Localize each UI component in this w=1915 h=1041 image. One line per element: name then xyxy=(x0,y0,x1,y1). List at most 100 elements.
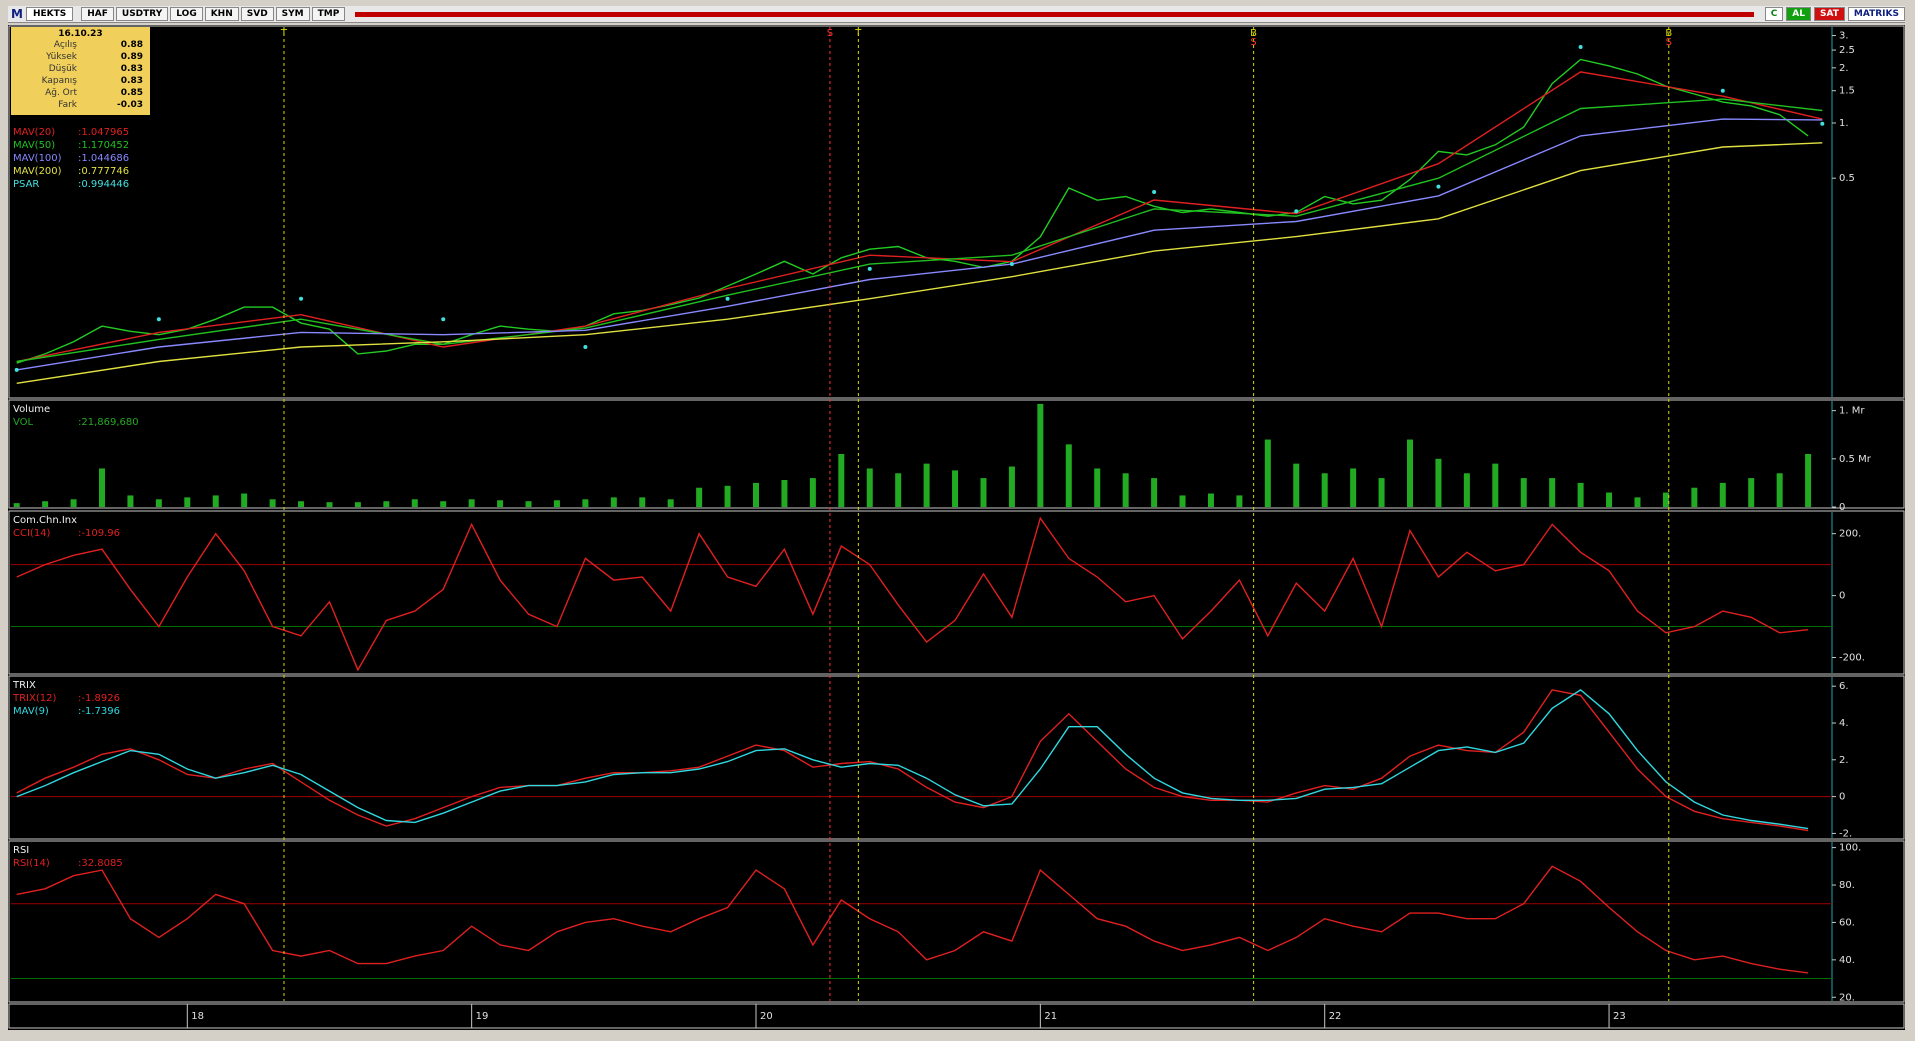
y-tick-label: 3. xyxy=(1839,31,1849,42)
volume-bar xyxy=(1691,487,1698,507)
x-tick-label: 18 xyxy=(191,1011,204,1022)
x-tick-label: 23 xyxy=(1613,1011,1626,1022)
toolbar-button[interactable]: TMP xyxy=(311,7,346,21)
series-line xyxy=(16,689,1809,830)
x-tick-label: 21 xyxy=(1044,1011,1057,1022)
toolbar-buttons: HAF USDTRY LOG KHN SVD SYM TMP xyxy=(81,7,347,21)
signal-sub-label: S xyxy=(1250,37,1256,48)
legend-name: MAV(50) xyxy=(13,140,55,151)
toolbar-button[interactable]: KHN xyxy=(204,7,239,21)
toolbar-button[interactable]: SVD xyxy=(240,7,274,21)
volume-bar xyxy=(1008,466,1015,507)
info-value: 0.85 xyxy=(120,88,143,98)
volume-bar xyxy=(1719,482,1726,507)
toolbar-action[interactable]: C xyxy=(1764,7,1784,21)
series-line xyxy=(16,58,1809,364)
y-tick-label: -200. xyxy=(1839,653,1865,664)
legend-value: :-1.7396 xyxy=(78,706,120,717)
legend-name: RSI(14) xyxy=(13,858,50,869)
panel xyxy=(8,399,1905,509)
series-line xyxy=(16,71,1823,363)
y-tick-label: 1. Mr xyxy=(1839,406,1865,417)
legend-value: :-109.96 xyxy=(78,528,120,539)
volume-bar xyxy=(1179,495,1186,507)
y-tick-label: 2. xyxy=(1839,755,1849,766)
legend-name: MAV(100) xyxy=(13,153,62,164)
volume-bar xyxy=(895,473,902,507)
volume-bar xyxy=(497,500,504,507)
psar-dot xyxy=(1436,184,1441,189)
status-strip xyxy=(355,11,1754,17)
info-row: Yüksek 0.89 xyxy=(11,51,150,63)
info-value: -0.03 xyxy=(117,100,143,110)
psar-dot xyxy=(156,317,161,322)
info-rows: Açılış 0.88 Yüksek 0.89 Düşük 0.83 Kapanış 0.83… xyxy=(11,39,150,111)
info-row: Fark -0.03 xyxy=(11,99,150,111)
volume-bar xyxy=(1520,478,1527,507)
info-row: Kapanış 0.83 xyxy=(11,75,150,87)
volume-bar xyxy=(1037,403,1044,507)
y-tick-label: 40. xyxy=(1839,955,1855,966)
volume-bar xyxy=(667,499,674,507)
panel xyxy=(8,840,1905,1003)
chart-background xyxy=(8,25,1905,1030)
psar-dot xyxy=(583,344,588,349)
toolbar-button[interactable]: USDTRY xyxy=(115,7,169,21)
info-label: Açılış xyxy=(53,40,77,50)
toolbar-action[interactable]: SAT xyxy=(1814,7,1845,21)
volume-bar xyxy=(155,499,162,507)
volume-bar xyxy=(582,499,589,507)
volume-bar xyxy=(639,497,646,507)
y-tick-label: 0.5 xyxy=(1839,173,1855,184)
volume-bar xyxy=(1748,478,1755,507)
psar-dot xyxy=(299,296,304,301)
toolbar: M HEKTS HAF USDTRY LOG KHN SVD SYM TMP C AL SAT M… xyxy=(8,6,1905,23)
legend-name: TRIX(12) xyxy=(12,693,56,704)
volume-bar xyxy=(1492,463,1499,507)
volume-bar xyxy=(440,501,447,507)
psar-dot xyxy=(1720,88,1725,93)
symbol-box[interactable]: HEKTS xyxy=(25,7,74,21)
toolbar-action[interactable]: AL xyxy=(1786,7,1811,21)
psar-dot xyxy=(441,317,446,322)
info-value: 0.83 xyxy=(120,76,143,86)
toolbar-button[interactable]: HAF xyxy=(81,7,114,21)
signal-sub-label: S xyxy=(1666,37,1672,48)
info-label: Düşük xyxy=(48,64,77,74)
signal-label: B xyxy=(1250,28,1257,39)
psar-dot xyxy=(14,367,19,372)
y-tick-label: -2. xyxy=(1839,828,1852,839)
toolbar-button[interactable]: LOG xyxy=(170,7,203,21)
legend-name: VOL xyxy=(13,417,34,428)
volume-bar xyxy=(1151,478,1158,507)
psar-dot xyxy=(1578,44,1583,49)
volume-bar xyxy=(42,501,49,507)
y-tick-label: 80. xyxy=(1839,880,1855,891)
volume-bar xyxy=(411,499,418,507)
volume-bar xyxy=(525,501,532,507)
legend-value: :32.8085 xyxy=(78,858,123,869)
y-tick-label: 200. xyxy=(1839,529,1861,540)
info-box: 16.10.23 Açılış 0.88 Yüksek 0.89 Düşük 0.83 Ka… xyxy=(11,27,150,115)
panel xyxy=(8,510,1905,675)
toolbar-action[interactable]: MATRIKS xyxy=(1847,7,1905,21)
volume-bar xyxy=(1577,482,1584,507)
panel xyxy=(8,25,1905,399)
legend-value: :1.047965 xyxy=(78,127,129,138)
toolbar-button[interactable]: SYM xyxy=(275,7,310,21)
info-date: 16.10.23 xyxy=(58,29,103,39)
y-tick-label: 0 xyxy=(1839,591,1845,602)
x-tick-label: 20 xyxy=(760,1011,773,1022)
volume-bar xyxy=(838,454,845,507)
volume-bar xyxy=(1065,444,1072,507)
signal-label: T xyxy=(854,28,862,39)
volume-bar xyxy=(553,500,560,507)
series-line xyxy=(16,865,1809,974)
legend-name: MAV(9) xyxy=(13,706,49,717)
volume-bar xyxy=(752,482,759,507)
volume-bar xyxy=(212,495,219,507)
volume-bar xyxy=(1293,463,1300,507)
volume-bar xyxy=(1321,473,1328,507)
x-tick-label: 19 xyxy=(476,1011,489,1022)
volume-bar xyxy=(1264,439,1271,507)
